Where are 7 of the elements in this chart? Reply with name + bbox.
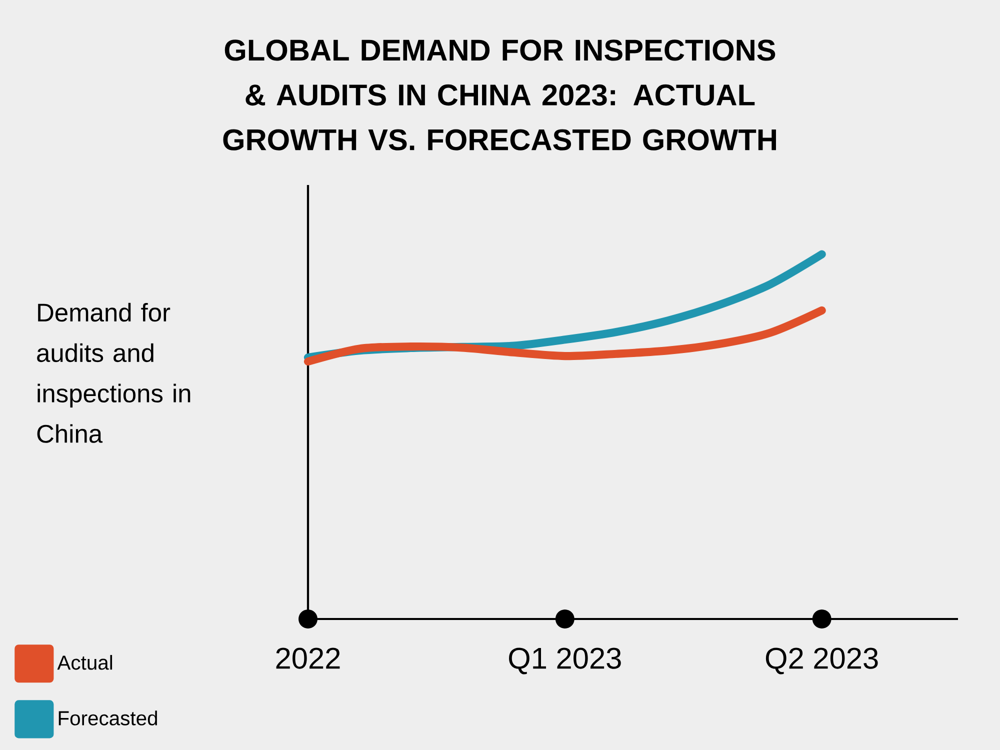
legend-label: Forecasted [58, 710, 157, 726]
x-tick-label: Q1 2023 [509, 648, 621, 674]
y-axis-title: Demand for audits and inspections in China [37, 302, 190, 443]
x-tick-label: 2022 [276, 648, 340, 669]
x-tick-label: Q2 2023 [766, 648, 878, 674]
chart-title: GLOBAL DEMAND FOR INSPECTIONS & AUDITS IN CHINA 2023: ACTUAL GROWTH VS. FORECASTED GROWTH [223, 40, 776, 150]
legend-label: Actual [57, 654, 112, 670]
